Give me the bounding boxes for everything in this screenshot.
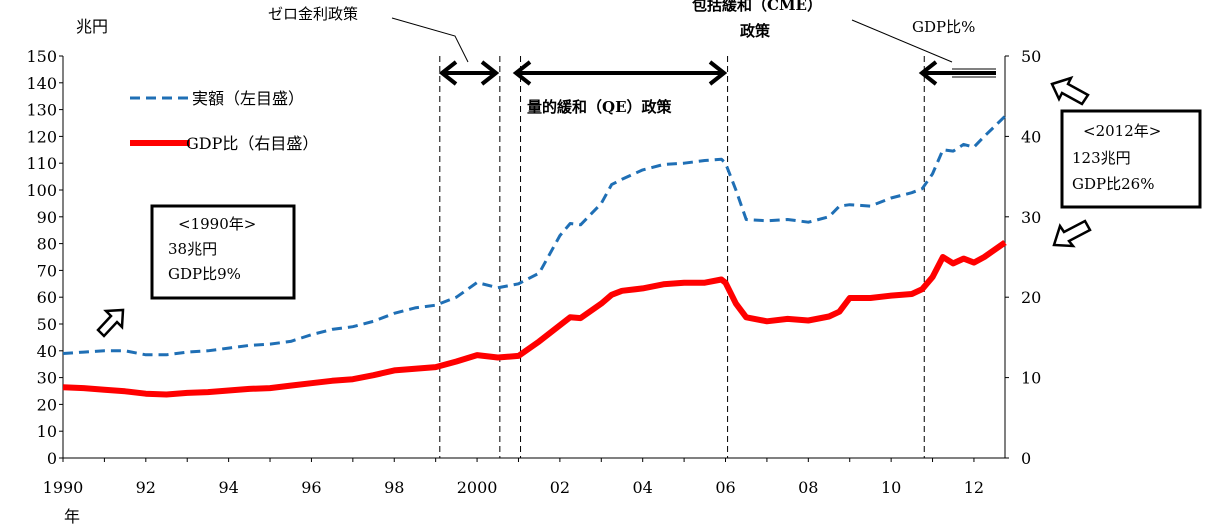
y-left-tick-label: 150 — [26, 47, 57, 66]
zero-rate-label: ゼロ金利政策 — [268, 5, 358, 23]
policy-lines — [439, 56, 925, 458]
y-right-tick-label: 0 — [1021, 449, 1031, 468]
callout-2012-amount: 123兆円 — [1072, 149, 1131, 167]
series-line-1 — [62, 240, 1007, 398]
legend-label-gdp: GDP比（右目盛） — [186, 134, 318, 153]
callout-2012: <2012年> 123兆円 GDP比26% — [1050, 75, 1202, 248]
x-tick-label: 94 — [218, 478, 238, 497]
y-right-tick-label: 20 — [1021, 288, 1041, 307]
callout-1990: <1990年> 38兆円 GDP比9% — [96, 204, 296, 338]
callout-2012-year: <2012年> — [1083, 122, 1161, 140]
y-left-tick-label: 80 — [37, 235, 57, 254]
gdp-pct-label: GDP比% — [912, 18, 975, 36]
callout-1990-amount: 38兆円 — [168, 240, 217, 258]
legend-label-jitsugaku: 実額（左目盛） — [192, 89, 304, 108]
callout-1990-box — [150, 204, 296, 300]
callout-1990-arrow-icon — [96, 308, 125, 338]
y-left-ticks: 0 10 20 30 40 50 60 70 80 90 100 110 120 130 140 150 — [26, 47, 63, 468]
y-left-tick-label: 20 — [37, 395, 57, 414]
cme-leader — [851, 19, 953, 63]
callout-2012-ratio: GDP比26% — [1072, 175, 1154, 193]
x-tick-label: 12 — [964, 478, 984, 497]
y-left-tick-label: 130 — [26, 101, 57, 120]
legend: 実額（左目盛） GDP比（右目盛） — [130, 89, 318, 153]
callout-2012-up-arrow-icon — [1050, 75, 1090, 106]
x-tick-label: 06 — [715, 478, 735, 497]
y-left-tick-label: 140 — [26, 74, 57, 93]
cme-arrow-left-head — [918, 60, 938, 86]
y-left-tick-label: 110 — [26, 154, 57, 173]
qe-arrow-left-head — [512, 60, 532, 86]
x-tick-label: 98 — [384, 478, 404, 497]
y-right-tick-label: 40 — [1021, 127, 1041, 146]
cme-label-line1: 包括緩和（CME） — [692, 0, 822, 14]
qe-arrow-right-head — [708, 60, 728, 86]
y-right-ticks: 0 10 20 30 40 50 — [1005, 47, 1041, 468]
x-tick-label: 02 — [550, 478, 570, 497]
x-tick-label: 96 — [301, 478, 321, 497]
y-left-tick-label: 70 — [37, 261, 57, 280]
y-right-tick-label: 10 — [1021, 369, 1041, 388]
x-tick-label: 2000 — [457, 478, 498, 497]
zero-rate-leader — [391, 17, 469, 63]
y-right-tick-label: 30 — [1021, 208, 1041, 227]
axes — [62, 56, 1006, 459]
y-left-tick-label: 0 — [47, 449, 57, 468]
y-left-tick-label: 10 — [37, 422, 57, 441]
y-right-tick-label: 50 — [1021, 47, 1041, 66]
callout-2012-box — [1060, 109, 1202, 209]
y-left-tick-label: 60 — [37, 288, 57, 307]
cme-label-line2: 政策 — [740, 22, 771, 40]
y-left-tick-label: 120 — [26, 127, 57, 146]
x-tick-label: 92 — [136, 478, 156, 497]
x-tick-label: 10 — [881, 478, 901, 497]
callout-1990-year: <1990年> — [178, 215, 256, 233]
x-tick-label: 1990 — [43, 478, 84, 497]
series-line-0 — [62, 115, 1007, 357]
y-left-unit-label: 兆円 — [76, 17, 108, 36]
y-left-tick-label: 100 — [26, 181, 57, 200]
annotations: ゼロ金利政策 量的緩和（QE）政策 包括緩和（CME） 政策 GDP比% — [268, 0, 996, 116]
x-tick-label: 08 — [798, 478, 818, 497]
zero-rate-arrow-right-head — [480, 60, 500, 86]
x-ticks: 1990 92 94 96 98 2000 02 04 06 08 10 12 — [43, 458, 984, 497]
x-tick-label: 04 — [633, 478, 653, 497]
y-left-tick-label: 30 — [37, 369, 57, 388]
x-unit-label: 年 — [64, 507, 80, 526]
callout-2012-down-arrow-icon — [1052, 219, 1092, 248]
y-left-tick-label: 40 — [37, 342, 57, 361]
series-group — [62, 115, 1007, 398]
zero-rate-arrow-left-head — [438, 60, 458, 86]
y-left-tick-label: 90 — [37, 208, 57, 227]
callout-1990-ratio: GDP比9% — [168, 265, 241, 283]
qe-label: 量的緩和（QE）政策 — [527, 98, 673, 116]
y-left-tick-label: 50 — [37, 315, 57, 334]
